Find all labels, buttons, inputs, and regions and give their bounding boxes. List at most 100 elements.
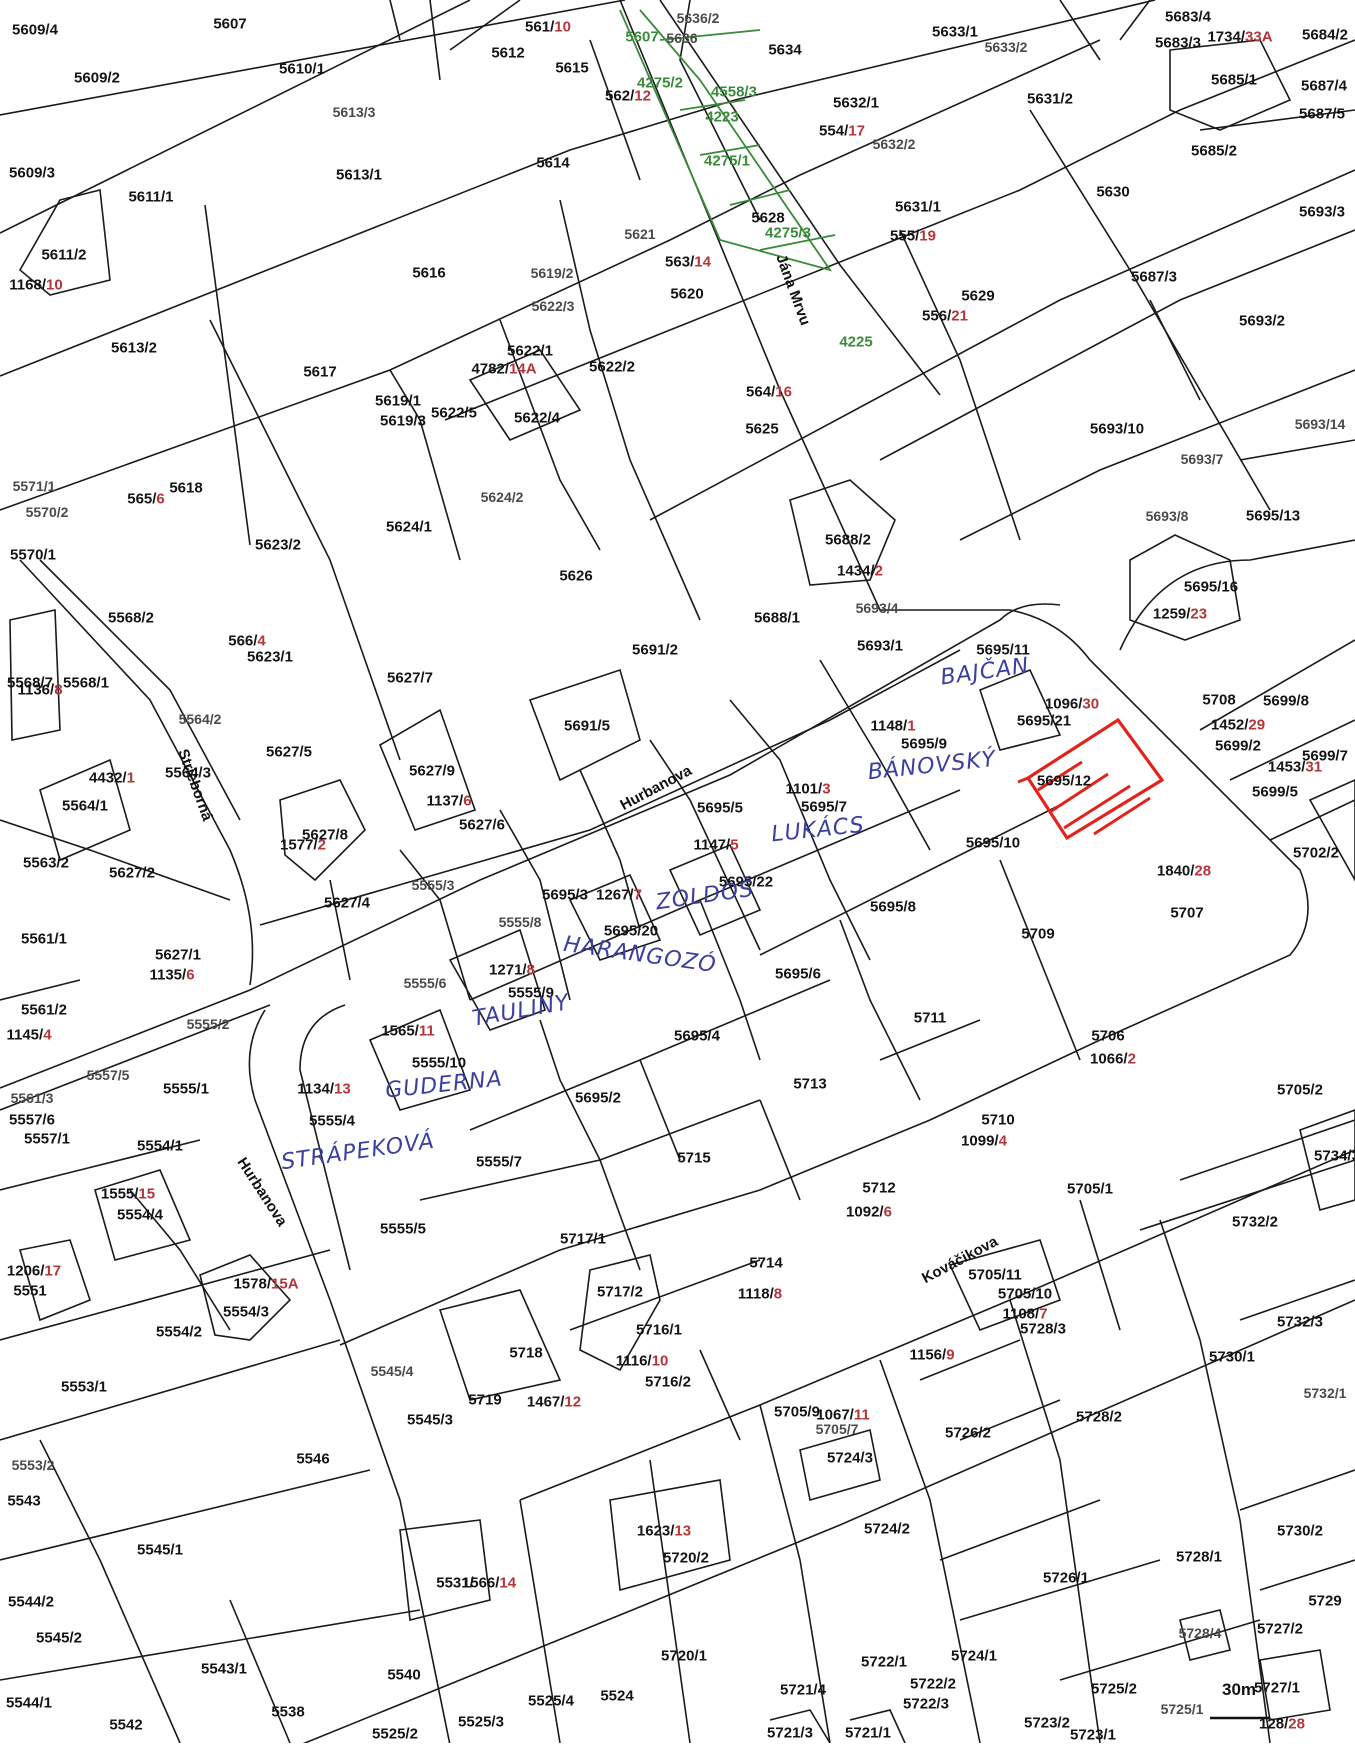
parcel-label: 5732/3 — [1277, 1313, 1323, 1331]
parcel-label: 5622/4 — [514, 409, 560, 427]
parcel-label: 5544/2 — [8, 1593, 54, 1611]
parcel-label: 5724/3 — [827, 1449, 873, 1467]
parcel-label: 5695/20 — [603, 922, 659, 940]
parcel-label: 5617 — [303, 363, 337, 381]
parcel-label: 5615 — [555, 59, 589, 77]
parcel-label: 5622/2 — [589, 358, 635, 376]
parcel-label: 5543 — [7, 1492, 41, 1510]
parcel-label: 5705/2 — [1277, 1081, 1323, 1099]
highlighted-parcel-5695-12 — [1017, 717, 1165, 841]
parcel-label: 5538 — [271, 1703, 305, 1721]
parcel-label: 5555/2 — [186, 1016, 230, 1032]
parcel-label: 5555/10 — [411, 1054, 467, 1072]
parcel-label: 5623/2 — [255, 536, 301, 554]
parcel-label: 5687/4 — [1301, 77, 1347, 95]
parcel-label: 5720/2 — [663, 1549, 709, 1567]
parcel-label: 5699/5 — [1252, 783, 1298, 801]
parcel-label: 1168/10 — [9, 276, 63, 294]
parcel-label: 5571/1 — [12, 478, 56, 494]
parcel-label: 5555/5 — [380, 1220, 426, 1238]
parcel-label: 5618 — [169, 479, 203, 497]
parcel-label: 1136/8 — [17, 681, 63, 699]
parcel-label: 5568/7 — [7, 674, 53, 692]
parcel-label: 5705/10 — [997, 1285, 1053, 1303]
parcel-label: 5555/3 — [411, 877, 455, 893]
parcel-label: 1271/8 — [489, 961, 535, 979]
parcel-label: 5706 — [1091, 1027, 1125, 1045]
parcel-label: 5734/3 — [1314, 1147, 1355, 1165]
parcel-label: 5561/1 — [21, 930, 67, 948]
parcel-label: 5624/1 — [386, 518, 432, 536]
parcel-label: 4275/1 — [704, 152, 750, 170]
parcel-label: 5705/7 — [815, 1421, 859, 1437]
parcel-label: 554/17 — [819, 122, 865, 140]
parcel-label: 5633/1 — [932, 23, 978, 41]
parcel-label: 5636 — [666, 30, 698, 46]
parcel-label: 5732/2 — [1232, 1213, 1278, 1231]
buildings — [9, 39, 1355, 1743]
parcel-label: 5687/5 — [1299, 105, 1345, 123]
parcel-label: 5721/1 — [845, 1724, 891, 1742]
parcel-label: 1840/28 — [1156, 862, 1212, 880]
parcel-label: 565/6 — [127, 490, 165, 508]
parcel-label: 5531/ — [436, 1574, 474, 1592]
parcel-label: 5695/3 — [542, 886, 588, 904]
parcel-label: 5684/2 — [1302, 26, 1348, 44]
parcel-label: 4223 — [705, 108, 739, 126]
parcel-label: 5628 — [751, 209, 785, 227]
parcel-label: 1453/31 — [1267, 758, 1323, 776]
parcel-label: 1566/14 — [461, 1574, 517, 1592]
parcel-label: 5707 — [1170, 904, 1204, 922]
parcel-label: 5554/3 — [223, 1303, 269, 1321]
parcel-label: 5705/11 — [968, 1266, 1022, 1284]
parcel-label: 5723/1 — [1070, 1726, 1116, 1744]
parcel-label: 5693/10 — [1089, 420, 1145, 438]
parcel-label: 5705/9 — [774, 1403, 820, 1421]
parcel-label: 5719 — [468, 1391, 502, 1409]
parcel-label: 5627/9 — [409, 762, 455, 780]
parcel-label: 5695/16 — [1183, 578, 1239, 596]
parcel-label: 1577/2 — [280, 836, 326, 854]
parcel-label: 5554/1 — [137, 1137, 183, 1155]
parcel-label: 5553/1 — [61, 1378, 107, 1396]
parcel-label: 5727/2 — [1257, 1620, 1303, 1638]
parcel-label: 1565/11 — [381, 1022, 435, 1040]
parcel-label: 5555/4 — [309, 1112, 355, 1130]
parcel-label: 561/10 — [525, 18, 571, 36]
parcel-label: 5613/3 — [332, 104, 376, 120]
parcel-label: 5725/1 — [1160, 1701, 1204, 1717]
parcel-label: 5714 — [749, 1254, 783, 1272]
parcel-label: 1101/3 — [785, 780, 831, 798]
parcel-label: 1116/10 — [615, 1352, 669, 1370]
parcel-label: 566/4 — [228, 632, 266, 650]
parcel-label: 5554/4 — [117, 1206, 163, 1224]
parcel-label: 562/12 — [605, 87, 651, 105]
parcel-label: 5702/2 — [1293, 844, 1339, 862]
parcel-label: 5627/7 — [387, 669, 433, 687]
parcel-label: 5728/3 — [1020, 1320, 1066, 1338]
parcel-label: 1067/11 — [816, 1406, 870, 1424]
parcel-label: 4275/2 — [637, 74, 683, 92]
parcel-label: 5695/11 — [976, 641, 1030, 659]
parcel-label: 1135/6 — [149, 966, 195, 984]
parcel-label: 4432/1 — [89, 769, 135, 787]
parcel-label: 5619/1 — [375, 392, 421, 410]
parcel-label: 5627/4 — [324, 894, 370, 912]
parcel-label: 5685/2 — [1191, 142, 1237, 160]
parcel-label: 4782/14A — [471, 360, 537, 378]
parcel-label: 5687/3 — [1131, 268, 1177, 286]
parcel-label: 5695/5 — [697, 799, 743, 817]
parcel-label: 5729 — [1308, 1592, 1342, 1610]
parcel-label: 5525/3 — [458, 1713, 504, 1731]
parcel-label: 5717/1 — [560, 1230, 606, 1248]
parcel-label: 5699/7 — [1302, 747, 1348, 765]
parcel-label: 563/14 — [665, 253, 711, 271]
parcel-label: 5695/22 — [718, 873, 774, 891]
parcel-label: 5725/2 — [1091, 1680, 1137, 1698]
parcel-label: 5688/1 — [754, 609, 800, 627]
parcel-label: 5568/2 — [108, 609, 154, 627]
parcel-label: 5724/1 — [951, 1647, 997, 1665]
parcel-label: 4225 — [839, 333, 873, 351]
parcel-label: 5715 — [677, 1149, 711, 1167]
parcel-label: 1267/7 — [596, 886, 642, 904]
